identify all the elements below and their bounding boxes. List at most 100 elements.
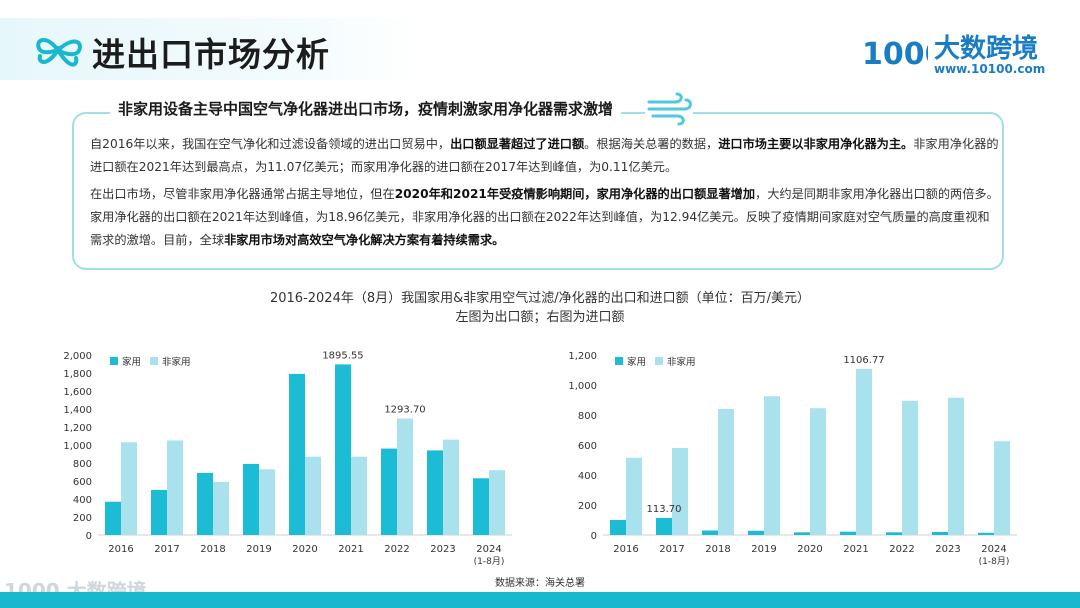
household-bar-2022: [381, 448, 397, 535]
non-household-bar-2023: [443, 439, 459, 535]
x-tick-label: 2023: [935, 544, 960, 555]
legend-swatch: [110, 357, 118, 365]
y-tick-label: 200: [73, 513, 92, 524]
x-tick-label: 2019: [246, 544, 271, 555]
summary-box: [72, 112, 1004, 270]
data-label: 113.70: [647, 504, 682, 515]
non-household-bar-2023: [948, 397, 964, 535]
household-bar-2021: [840, 531, 856, 535]
non-household-bar-2020: [810, 408, 826, 535]
y-tick-label: 600: [578, 441, 597, 452]
y-tick-label: 1,800: [63, 369, 92, 380]
household-bar-2017: [151, 490, 167, 535]
bold-text-segment: 2020年和2021年受疫情影响期间，家用净化器的出口额显著增加: [394, 187, 756, 201]
y-tick-label: 800: [578, 411, 597, 422]
brand-logo-icon: 1000: [862, 37, 928, 72]
brand-url: www.10100.com: [934, 62, 1046, 76]
x-tick-label: 2022: [384, 544, 409, 555]
x-tick-label: 2022: [889, 544, 914, 555]
y-tick-label: 200: [578, 501, 597, 512]
bold-text-segment: 进口市场主要以非家用净化器为主。: [718, 137, 914, 151]
y-tick-label: 800: [73, 459, 92, 470]
data-source: 数据来源：海关总署: [495, 578, 585, 589]
non-household-bar-2019: [259, 469, 275, 535]
x-tick-note: (1-8月): [474, 556, 505, 567]
y-tick-label: 2,000: [63, 351, 92, 362]
summary-paragraph-1: 自2016年以来，我国在空气净化和过滤设备领域的进出口贸易中，出口额显著超过了进…: [90, 133, 1000, 179]
x-tick-label: 2020: [292, 544, 317, 555]
household-bar-2019: [243, 463, 259, 535]
y-tick-label: 400: [578, 471, 597, 482]
non-household-bar-2018: [213, 481, 229, 535]
y-tick-label: 1,000: [63, 441, 92, 452]
non-household-bar-2024: [994, 441, 1010, 535]
non-household-bar-2021: [856, 368, 872, 535]
y-tick-label: 400: [73, 495, 92, 506]
wind-icon: [645, 92, 693, 126]
legend-label: 家用: [122, 356, 141, 368]
non-household-bar-2022: [397, 418, 413, 535]
x-tick-label: 2021: [338, 544, 363, 555]
household-bar-2022: [886, 532, 902, 535]
legend-label: 非家用: [162, 356, 191, 368]
data-label: 1106.77: [843, 355, 884, 366]
legend-swatch: [615, 357, 623, 365]
household-bar-2016: [610, 520, 626, 535]
y-tick-label: 1,000: [568, 381, 597, 392]
summary-heading: 非家用设备主导中国空气净化器进出口市场，疫情刺激家用净化器需求激增: [110, 98, 622, 119]
household-bar-2021: [335, 364, 351, 535]
x-tick-label: 2017: [659, 544, 684, 555]
data-label: 1895.55: [322, 350, 363, 361]
chart-subtitle: 左图为出口额；右图为进口额: [455, 310, 625, 325]
text-segment: 在出口市场，尽管非家用净化器通常占据主导地位，但在: [90, 187, 395, 201]
data-label: 1293.70: [384, 405, 425, 416]
legend-swatch: [150, 357, 158, 365]
x-tick-label: 2023: [430, 544, 455, 555]
x-tick-label: 2024: [981, 544, 1006, 555]
pinwheel-logo-icon: [36, 37, 82, 67]
household-bar-2024: [473, 478, 489, 535]
x-tick-label: 2018: [200, 544, 225, 555]
bold-text-segment: 非家用市场对高效空气净化解决方案有着持续需求。: [224, 233, 505, 247]
y-tick-label: 1,600: [63, 387, 92, 398]
title-band: [0, 18, 420, 80]
household-bar-2018: [197, 472, 213, 535]
legend-swatch: [655, 357, 663, 365]
legend-label: 家用: [627, 356, 646, 368]
household-bar-2016: [105, 501, 121, 535]
x-tick-label: 2016: [613, 544, 638, 555]
bold-text-segment: 出口额显著超过了进口额: [450, 137, 585, 151]
y-tick-label: 0: [86, 531, 92, 542]
non-household-bar-2019: [764, 396, 780, 535]
non-household-bar-2017: [672, 448, 688, 535]
text-segment: 。根据海关总署的数据，: [584, 137, 719, 151]
non-household-bar-2016: [121, 442, 137, 535]
brand-logo-text: 1000: [862, 37, 928, 72]
household-bar-2020: [794, 532, 810, 535]
x-tick-label: 2016: [108, 544, 133, 555]
non-household-bar-2021: [351, 456, 367, 535]
x-tick-label: 2019: [751, 544, 776, 555]
text-segment: 非家用净化器的进口额在2021年达到最高点，为11.07亿美元；而家用净化器的进…: [90, 137, 999, 174]
non-household-bar-2016: [626, 457, 642, 535]
household-bar-2023: [427, 450, 443, 535]
y-tick-label: 0: [591, 531, 597, 542]
non-household-bar-2024: [489, 470, 505, 535]
summary-paragraph-2: 在出口市场，尽管非家用净化器通常占据主导地位，但在2020年和2021年受疫情影…: [90, 183, 1000, 252]
export-chart: 0 200 400 600 800 1,000 1,200 1,400 1,600 1,800 2,…: [63, 350, 512, 567]
non-household-bar-2022: [902, 400, 918, 535]
brand-name: 大数跨境: [934, 34, 1039, 64]
legend-label: 非家用: [667, 356, 696, 368]
y-tick-label: 1,200: [568, 351, 597, 362]
chart-title: 2016-2024年（8月）我国家用&非家用空气过滤/净化器的出口和进口额（单位…: [269, 291, 811, 306]
x-tick-label: 2021: [843, 544, 868, 555]
import-chart: 0 200 400 600 800 1,000 1,200 2016 2017 2018 2019 2…: [568, 351, 1017, 567]
brand: 1000 大数跨境 www.10100.com: [862, 28, 1052, 80]
text-segment: ，大约是同期非家用净化器出口额的两倍多。家用净化器的出口额在2021年达到峰值，…: [90, 187, 999, 247]
y-tick-label: 600: [73, 477, 92, 488]
text-segment: 自2016年以来，我国在空气净化和过滤设备领域的进出口贸易中，: [90, 137, 451, 151]
x-tick-note: (1-8月): [979, 556, 1010, 567]
y-tick-label: 1,400: [63, 405, 92, 416]
non-household-bar-2020: [305, 456, 321, 535]
household-bar-2019: [748, 530, 764, 535]
